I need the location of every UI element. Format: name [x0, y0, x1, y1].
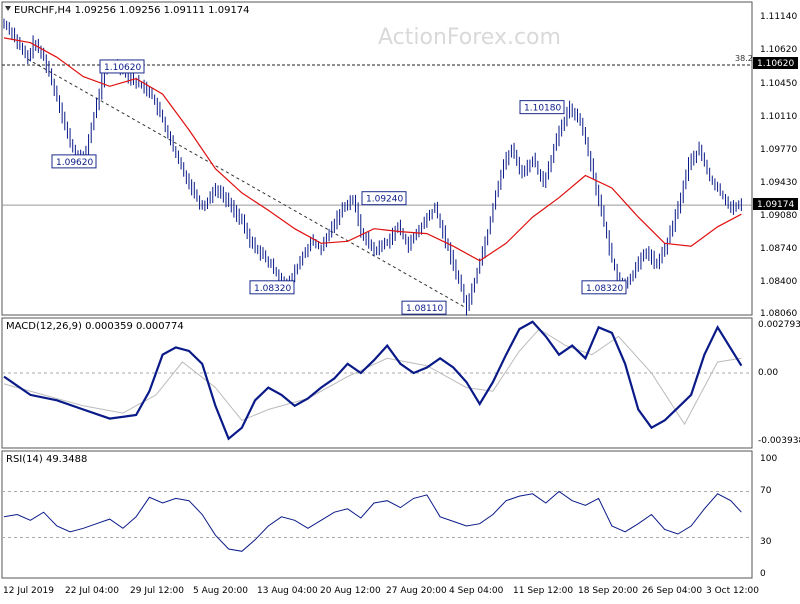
- price-annotation-box: [249, 280, 295, 295]
- price-annotation-label: 1.10180: [524, 104, 561, 114]
- current-price-tag: [753, 198, 798, 210]
- price-annotation-label: 1.08320: [586, 284, 623, 294]
- price-header: EURCHF,H4 1.09256 1.09256 1.09111 1.0917…: [5, 5, 250, 16]
- price-axis: 1.11140 1.10620 1.10450 1.10110 1.09770 …: [760, 12, 797, 319]
- rsi-tick: 0: [760, 569, 766, 579]
- rsi-line: [3, 490, 742, 552]
- price-tick: 1.10450: [760, 79, 797, 89]
- time-axis: 12 Jul 2019 22 Jul 04:00 29 Jul 12:00 5 …: [3, 586, 759, 596]
- time-tick: 22 Jul 04:00: [65, 586, 119, 596]
- moving-average-line: [3, 37, 742, 262]
- time-tick: 26 Sep 04:00: [642, 586, 702, 596]
- time-tick: 13 Aug 04:00: [257, 586, 318, 596]
- time-tick: 12 Jul 2019: [3, 586, 54, 596]
- time-tick: 18 Sep 20:00: [578, 586, 638, 596]
- watermark: ActionForex.com: [378, 25, 561, 50]
- time-tick: 27 Aug 20:00: [386, 586, 447, 596]
- price-tick: 1.09770: [760, 145, 797, 155]
- price-header-text: EURCHF,H4 1.09256 1.09256 1.09111 1.0917…: [14, 5, 250, 16]
- time-tick: 4 Sep 04:00: [449, 586, 504, 596]
- time-tick: 29 Jul 12:00: [130, 586, 184, 596]
- macd-tick: 0.002793: [758, 320, 800, 330]
- macd-axis: 0.002793 0.00 -0.003938: [758, 320, 800, 446]
- price-annotation-label: 1.08320: [254, 284, 291, 294]
- rsi-tick: 70: [760, 486, 772, 496]
- price-tick: 1.11140: [760, 12, 797, 22]
- price-annotation-box: [519, 100, 565, 115]
- price-annotation-box: [581, 280, 627, 295]
- price-tick: 1.08400: [760, 277, 797, 287]
- price-annotation-box: [99, 59, 145, 74]
- price-annotation-label: 1.10620: [104, 63, 141, 73]
- trendline: [27, 58, 467, 309]
- price-annotation-box: [361, 191, 407, 206]
- macd-tick: -0.003938: [758, 436, 800, 446]
- price-layer: 1.10620 1.09620 1.10180 1.09240 1.08320 1.081…: [2, 18, 752, 316]
- price-tick: 1.08740: [760, 244, 797, 254]
- price-tick: 1.08060: [760, 309, 797, 319]
- rsi-panel-frame: [1, 450, 753, 579]
- price-tick: 1.09080: [760, 211, 797, 221]
- time-tick: 20 Aug 12:00: [320, 586, 381, 596]
- price-panel-frame: [1, 1, 753, 316]
- fib-label: 38.2: [735, 54, 753, 63]
- fib-level-tag-text: 1.10620: [757, 59, 794, 69]
- rsi-tick: 100: [760, 454, 777, 464]
- price-annotation-box: [401, 300, 447, 315]
- rsi-tick: 30: [760, 537, 772, 547]
- price-tick: 1.10620: [760, 45, 797, 55]
- macd-panel-frame: [1, 317, 753, 449]
- price-annotation-box: [51, 154, 97, 169]
- time-tick: 5 Aug 20:00: [193, 586, 248, 596]
- price-annotation-label: 1.09620: [56, 158, 93, 168]
- fib-level-tag: [753, 57, 798, 69]
- macd-line: [3, 320, 743, 441]
- macd-tick: 0.00: [758, 368, 778, 378]
- time-tick: 3 Oct 12:00: [706, 586, 759, 596]
- current-price-tag-text: 1.09174: [757, 200, 794, 210]
- macd-layer: [2, 320, 752, 441]
- price-annotation-label: 1.08110: [406, 304, 443, 314]
- collapse-triangle-icon: [5, 6, 11, 11]
- rsi-layer: [2, 490, 752, 552]
- macd-signal-line: [3, 328, 742, 426]
- rsi-header-text: RSI(14) 49.3488: [6, 454, 87, 465]
- price-tick: 1.10110: [760, 112, 797, 122]
- time-tick: 11 Sep 12:00: [513, 586, 573, 596]
- macd-header-text: MACD(12,26,9) 0.000359 0.000774: [6, 321, 184, 332]
- rsi-axis: 100 70 30 0: [760, 454, 777, 579]
- price-tick: 1.09430: [760, 178, 797, 188]
- price-annotation-label: 1.09240: [366, 195, 403, 205]
